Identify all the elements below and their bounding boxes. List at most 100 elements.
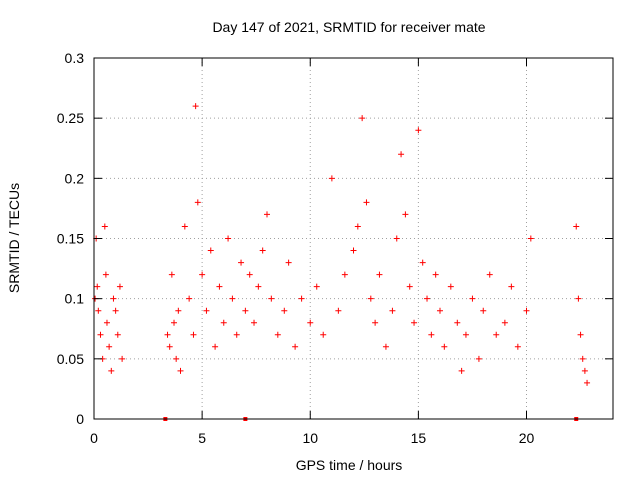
data-point: [335, 307, 342, 314]
data-point: [523, 307, 530, 314]
y-tick-label: 0.05: [57, 351, 84, 367]
data-point: [441, 343, 448, 350]
data-point: [110, 295, 117, 302]
y-axis-label: SRMTID / TECUs: [6, 183, 22, 293]
data-point: [307, 319, 314, 326]
data-point: [415, 127, 422, 134]
data-point: [372, 319, 379, 326]
data-point: [233, 331, 240, 338]
data-point: [106, 343, 113, 350]
data-point: [575, 295, 582, 302]
data-point: [285, 259, 292, 266]
data-point: [447, 283, 454, 290]
data-point: [475, 355, 482, 362]
data-point: [367, 295, 374, 302]
chart-title: Day 147 of 2021, SRMTID for receiver mat…: [212, 19, 485, 35]
data-point: [350, 247, 357, 254]
data-point: [389, 307, 396, 314]
y-tick-label: 0.15: [57, 231, 84, 247]
data-point: [406, 283, 413, 290]
data-point: [264, 211, 270, 218]
data-point: [102, 271, 109, 278]
x-tick-label: 5: [198, 430, 206, 446]
data-point: [274, 331, 281, 338]
data-point: [398, 151, 405, 158]
grid-lines: [94, 58, 613, 419]
data-points: [92, 103, 591, 421]
data-point: [119, 355, 126, 362]
data-point: [428, 331, 435, 338]
data-point: [212, 343, 219, 350]
data-point: [508, 283, 515, 290]
data-point: [354, 223, 361, 230]
y-tick-label: 0.25: [57, 110, 84, 126]
x-axis-label: GPS time / hours: [296, 457, 403, 473]
data-point: [186, 295, 193, 302]
data-point: [194, 199, 201, 206]
y-tick-label: 0.3: [65, 50, 85, 66]
data-point: [175, 307, 182, 314]
y-tick-label: 0.1: [65, 291, 85, 307]
data-point: [313, 283, 320, 290]
data-point: [181, 223, 188, 230]
x-tick-label: 15: [411, 430, 427, 446]
data-point: [501, 319, 508, 326]
y-tick-label: 0.2: [65, 170, 85, 186]
data-point: [577, 331, 584, 338]
data-point: [281, 307, 288, 314]
data-point: [393, 235, 400, 242]
data-point: [164, 331, 171, 338]
data-point: [238, 259, 245, 266]
data-point: [341, 271, 348, 278]
data-point: [103, 319, 110, 326]
x-tick-label: 20: [519, 430, 535, 446]
data-point: [207, 247, 214, 254]
data-point: [94, 283, 101, 290]
data-point: [454, 319, 461, 326]
x-tick-label: 10: [302, 430, 318, 446]
data-point: [486, 271, 493, 278]
data-point: [584, 379, 591, 386]
data-point: [480, 307, 487, 314]
data-point: [402, 211, 409, 218]
data-point: [216, 283, 223, 290]
data-point: [320, 331, 327, 338]
data-point: [328, 175, 335, 182]
data-point: [376, 271, 383, 278]
data-point: [432, 271, 439, 278]
data-point: [462, 331, 469, 338]
data-point: [190, 331, 197, 338]
data-point: [424, 295, 431, 302]
data-point: [101, 223, 108, 230]
data-point: [168, 271, 175, 278]
data-point: [255, 283, 262, 290]
data-point: [298, 295, 305, 302]
data-point: [251, 319, 258, 326]
data-point: [363, 199, 370, 206]
data-point: [458, 367, 465, 374]
data-point: [192, 103, 199, 110]
data-point: [114, 331, 121, 338]
x-tick-label: 0: [90, 430, 98, 446]
data-point: [514, 343, 521, 350]
data-point: [108, 367, 115, 374]
data-point: [203, 307, 210, 314]
data-point: [116, 283, 123, 290]
data-point: [166, 343, 173, 350]
data-point: [95, 307, 102, 314]
data-point: [469, 295, 476, 302]
data-point: [581, 367, 588, 374]
data-point: [579, 355, 586, 362]
data-point: [220, 319, 227, 326]
data-point: [112, 307, 119, 314]
data-point: [268, 295, 275, 302]
data-point: [527, 235, 534, 242]
data-point: [246, 271, 253, 278]
data-point: [292, 343, 299, 350]
axis-ticks: 0 0.05 0.1 0.15 0.2 0.25 0.3 0 5 10 15 20: [57, 50, 613, 446]
data-point: [259, 247, 266, 254]
data-point: [225, 235, 232, 242]
